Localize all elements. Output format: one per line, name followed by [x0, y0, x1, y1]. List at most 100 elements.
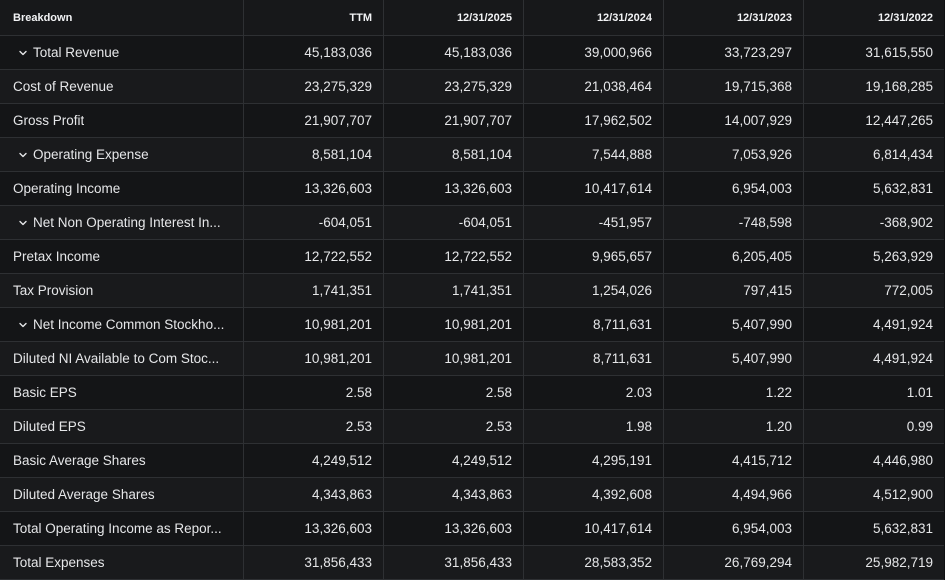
row-label-cell-operating-expense[interactable]: Operating Expense — [0, 138, 243, 171]
row-value-cell: 772,005 — [803, 274, 944, 307]
row-label-cell-diluted-ni-available-to-com-stoc: Diluted NI Available to Com Stoc... — [0, 342, 243, 375]
table-header-row: Breakdown TTM 12/31/2025 12/31/2024 12/3… — [0, 0, 944, 36]
row-value-cell: 12,722,552 — [383, 240, 523, 273]
table-row: Diluted NI Available to Com Stoc... 10,98… — [0, 342, 944, 376]
row-label: Cost of Revenue — [13, 79, 114, 94]
row-value-cell: 23,275,329 — [243, 70, 383, 103]
row-value-cell: 1.01 — [803, 376, 944, 409]
row-label: Net Non Operating Interest In... — [33, 215, 221, 230]
row-value-cell: 26,769,294 — [663, 546, 803, 579]
chevron-down-icon[interactable] — [18, 218, 28, 228]
row-label-cell-pretax-income: Pretax Income — [0, 240, 243, 273]
row-value-cell: 4,491,924 — [803, 342, 944, 375]
row-value-cell: 2.53 — [383, 410, 523, 443]
row-label-cell-diluted-eps: Diluted EPS — [0, 410, 243, 443]
row-value-cell: 4,446,980 — [803, 444, 944, 477]
column-header-period-4: 12/31/2022 — [803, 0, 944, 35]
row-value-cell: 10,981,201 — [383, 308, 523, 341]
row-label-cell-basic-eps: Basic EPS — [0, 376, 243, 409]
column-header-period-3: 12/31/2023 — [663, 0, 803, 35]
row-label-cell-net-non-operating-interest-in[interactable]: Net Non Operating Interest In... — [0, 206, 243, 239]
row-value-cell: 8,581,104 — [383, 138, 523, 171]
row-value-cell: 19,168,285 — [803, 70, 944, 103]
row-value-cell: 1.98 — [523, 410, 663, 443]
table-row[interactable]: Net Income Common Stockho... 10,981,201 10… — [0, 308, 944, 342]
row-value-cell: 6,954,003 — [663, 512, 803, 545]
row-value-cell: -748,598 — [663, 206, 803, 239]
row-value-cell: 45,183,036 — [383, 36, 523, 69]
row-value-cell: 10,981,201 — [243, 308, 383, 341]
row-value-cell: 6,205,405 — [663, 240, 803, 273]
row-value-cell: 5,407,990 — [663, 308, 803, 341]
row-label-cell-tax-provision: Tax Provision — [0, 274, 243, 307]
row-value-cell: 2.58 — [243, 376, 383, 409]
row-value-cell: 1,254,026 — [523, 274, 663, 307]
column-header-period-1: 12/31/2025 — [383, 0, 523, 35]
table-row: Tax Provision 1,741,351 1,741,351 1,254,026… — [0, 274, 944, 308]
row-value-cell: 4,491,924 — [803, 308, 944, 341]
row-value-cell: 2.03 — [523, 376, 663, 409]
row-value-cell: 7,053,926 — [663, 138, 803, 171]
table-row[interactable]: Total Revenue 45,183,036 45,183,036 39,000,… — [0, 36, 944, 70]
table-row: Gross Profit 21,907,707 21,907,707 17,962,5… — [0, 104, 944, 138]
row-label: Total Expenses — [13, 555, 105, 570]
chevron-down-icon[interactable] — [18, 320, 28, 330]
table-row: Pretax Income 12,722,552 12,722,552 9,965,6… — [0, 240, 944, 274]
row-value-cell: 9,965,657 — [523, 240, 663, 273]
row-value-cell: 0.99 — [803, 410, 944, 443]
row-value-cell: -604,051 — [383, 206, 523, 239]
row-label-cell-total-operating-income-as-repor: Total Operating Income as Repor... — [0, 512, 243, 545]
table-row: Basic EPS 2.58 2.58 2.03 1.22 1.01 — [0, 376, 944, 410]
table-row: Total Operating Income as Repor... 13,326… — [0, 512, 944, 546]
row-label-cell-diluted-average-shares: Diluted Average Shares — [0, 478, 243, 511]
table-row: Total Expenses 31,856,433 31,856,433 28,583… — [0, 546, 944, 580]
row-value-cell: 4,392,608 — [523, 478, 663, 511]
row-value-cell: 25,982,719 — [803, 546, 944, 579]
row-value-cell: 5,632,831 — [803, 172, 944, 205]
row-label-cell-total-revenue[interactable]: Total Revenue — [0, 36, 243, 69]
row-value-cell: 31,615,550 — [803, 36, 944, 69]
table-row[interactable]: Operating Expense 8,581,104 8,581,104 7,544… — [0, 138, 944, 172]
row-value-cell: 10,981,201 — [383, 342, 523, 375]
row-value-cell: 4,415,712 — [663, 444, 803, 477]
row-value-cell: 1.22 — [663, 376, 803, 409]
row-label-cell-total-expenses: Total Expenses — [0, 546, 243, 579]
row-value-cell: 2.53 — [243, 410, 383, 443]
row-label: Total Revenue — [33, 45, 120, 60]
row-value-cell: 28,583,352 — [523, 546, 663, 579]
row-value-cell: 33,723,297 — [663, 36, 803, 69]
row-value-cell: 14,007,929 — [663, 104, 803, 137]
row-label: Pretax Income — [13, 249, 101, 264]
column-header-breakdown: Breakdown — [13, 11, 73, 24]
row-value-cell: 5,407,990 — [663, 342, 803, 375]
row-value-cell: 4,295,191 — [523, 444, 663, 477]
row-label-cell-cost-of-revenue: Cost of Revenue — [0, 70, 243, 103]
row-value-cell: -368,902 — [803, 206, 944, 239]
row-value-cell: 4,512,900 — [803, 478, 944, 511]
row-label: Net Income Common Stockho... — [33, 317, 225, 332]
column-header-period-2: 12/31/2024 — [523, 0, 663, 35]
row-value-cell: 21,907,707 — [243, 104, 383, 137]
row-value-cell: 39,000,966 — [523, 36, 663, 69]
row-value-cell: 8,711,631 — [523, 308, 663, 341]
row-label: Diluted NI Available to Com Stoc... — [13, 351, 220, 366]
row-value-cell: 2.58 — [383, 376, 523, 409]
row-value-cell: 4,249,512 — [243, 444, 383, 477]
row-value-cell: 797,415 — [663, 274, 803, 307]
row-label: Operating Expense — [33, 147, 149, 162]
row-value-cell: 13,326,603 — [243, 172, 383, 205]
chevron-down-icon[interactable] — [18, 48, 28, 58]
table-row[interactable]: Net Non Operating Interest In... -604,051… — [0, 206, 944, 240]
table-row: Diluted EPS 2.53 2.53 1.98 1.20 0.99 — [0, 410, 944, 444]
table-row: Cost of Revenue 23,275,329 23,275,329 21,03… — [0, 70, 944, 104]
chevron-down-icon[interactable] — [18, 150, 28, 160]
row-value-cell: -451,957 — [523, 206, 663, 239]
row-value-cell: 45,183,036 — [243, 36, 383, 69]
row-label-cell-net-income-common-stockho[interactable]: Net Income Common Stockho... — [0, 308, 243, 341]
row-value-cell: 23,275,329 — [383, 70, 523, 103]
row-value-cell: 31,856,433 — [243, 546, 383, 579]
row-value-cell: 5,632,831 — [803, 512, 944, 545]
row-label: Total Operating Income as Repor... — [13, 521, 222, 536]
row-value-cell: 13,326,603 — [383, 512, 523, 545]
